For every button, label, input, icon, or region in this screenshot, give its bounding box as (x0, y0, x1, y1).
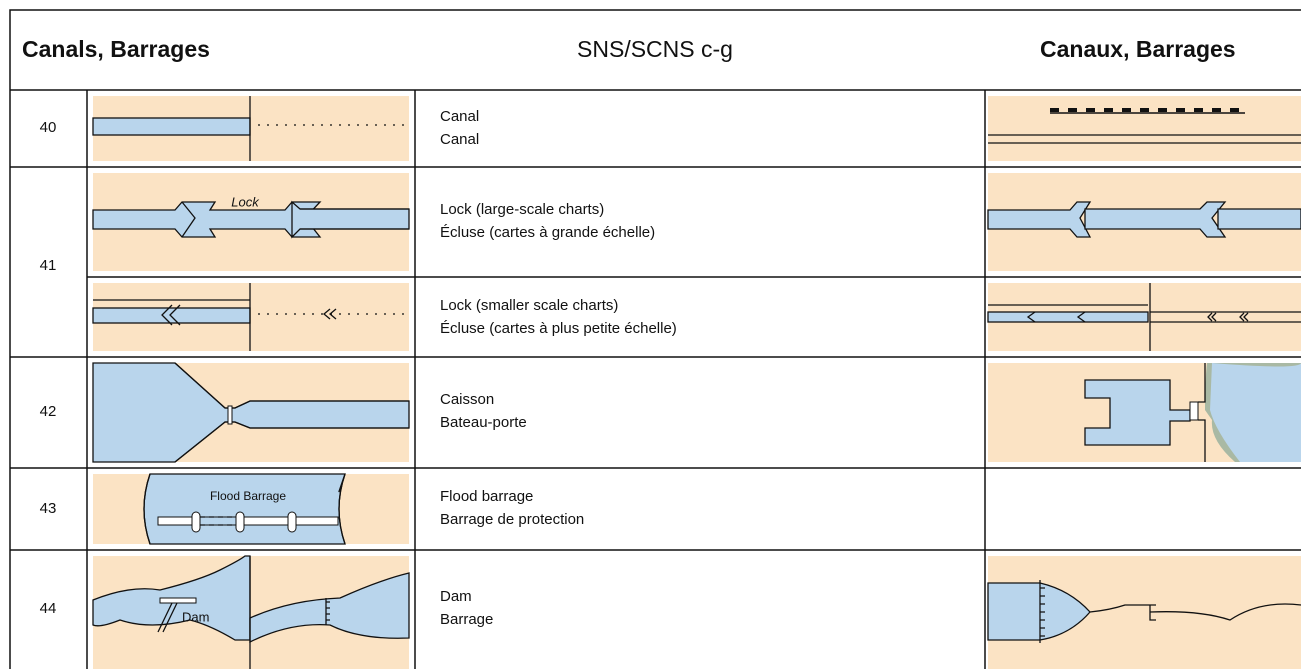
symbol-lock-large: Lock (92, 194, 1301, 239)
symbol-lock-small (92, 283, 1301, 351)
symbol-label: Lock (231, 194, 260, 209)
label-fr: Bateau-porte (440, 414, 527, 431)
label-fr: Canal (440, 131, 479, 148)
row-number: 40 (40, 119, 57, 136)
header-left: Canals, Barrages (22, 36, 210, 62)
row-number: 43 (40, 500, 57, 517)
header-center: SNS/SCNS c-g (577, 36, 733, 62)
label-en: Dam (440, 588, 472, 605)
label-fr: Barrage de protection (440, 511, 584, 528)
label-fr: Barrage (440, 611, 493, 628)
symbol-caisson (92, 362, 1301, 463)
table-grid (9, 9, 1301, 669)
label-en: Canal (440, 108, 479, 125)
row-number: 44 (40, 600, 57, 617)
label-en: Lock (smaller scale charts) (440, 297, 618, 314)
label-fr: Écluse (cartes à grande échelle) (440, 224, 655, 241)
symbol-dam: Dam (92, 555, 1301, 669)
symbol-canal (92, 96, 1301, 161)
symbol-flood-barrage: Flood Barrage (143, 473, 346, 545)
symbol-label: Flood Barrage (210, 489, 286, 503)
label-en: Lock (large-scale charts) (440, 201, 604, 218)
label-fr: Écluse (cartes à plus petite échelle) (440, 320, 677, 337)
row-number: 42 (40, 403, 57, 420)
header-right: Canaux, Barrages (1040, 36, 1236, 62)
label-en: Caisson (440, 391, 494, 408)
row-number: 41 (40, 257, 57, 274)
symbol-label: Dam (182, 609, 209, 624)
label-en: Flood barrage (440, 488, 533, 505)
